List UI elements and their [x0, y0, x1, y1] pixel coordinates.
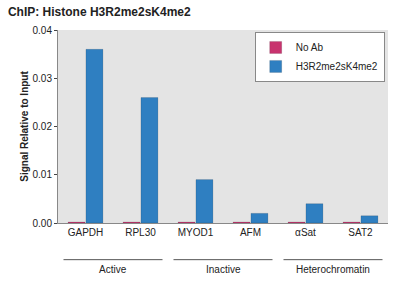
svg-text:0.02: 0.02 [33, 121, 53, 132]
svg-text:0.04: 0.04 [33, 25, 53, 36]
svg-text:AFM: AFM [240, 227, 261, 238]
svg-text:αSat: αSat [295, 227, 316, 238]
svg-text:Inactive: Inactive [206, 264, 241, 275]
svg-text:Active: Active [99, 264, 127, 275]
svg-text:H3R2me2sK4me2: H3R2me2sK4me2 [296, 61, 378, 72]
svg-text:SAT2: SAT2 [348, 227, 373, 238]
svg-text:0.03: 0.03 [33, 73, 53, 84]
svg-text:RPL30: RPL30 [125, 227, 156, 238]
svg-text:0.00: 0.00 [33, 218, 53, 229]
svg-text:GAPDH: GAPDH [68, 227, 104, 238]
svg-text:ChIP: Histone H3R2me2sK4me2: ChIP: Histone H3R2me2sK4me2 [8, 5, 191, 19]
svg-text:Signal Relative to Input: Signal Relative to Input [19, 71, 30, 182]
svg-text:MYOD1: MYOD1 [178, 227, 214, 238]
svg-text:No Ab: No Ab [296, 42, 324, 53]
svg-text:Heterochromatin: Heterochromatin [296, 264, 370, 275]
svg-text:0.01: 0.01 [33, 169, 53, 180]
